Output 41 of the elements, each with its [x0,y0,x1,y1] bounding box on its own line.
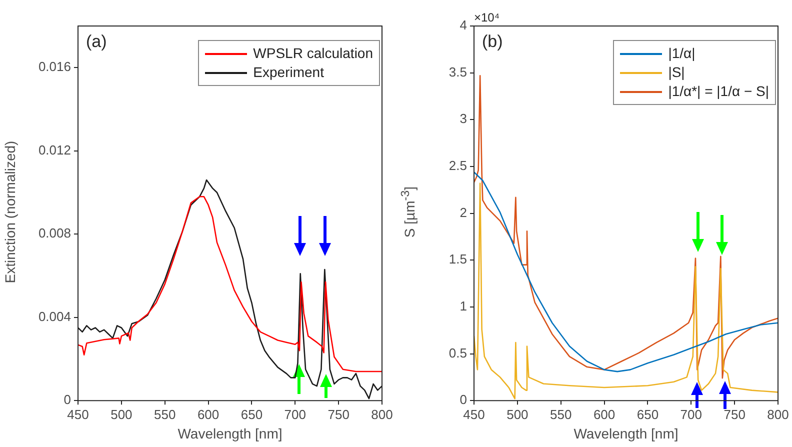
text: ×10⁴ [474,10,500,24]
annotation: (a) [86,32,107,52]
legend-label: Experiment [253,63,324,82]
legend-label: WPSLR calculation [253,44,373,63]
y-tick-label: 3 [460,111,467,126]
x-tick-label: 700 [680,406,702,422]
y-tick-label: 0 [460,392,467,408]
y-tick-label: 1.5 [448,252,467,267]
x-tick-label: 650 [240,406,263,422]
y-axis-title: Extinction (normalized) [2,140,18,284]
annotation: (b) [482,32,503,52]
y-tick-label: 0.004 [38,308,71,324]
x-tick-label: 800 [767,406,789,422]
x-tick-label: 650 [636,406,659,422]
x-tick-label: 600 [197,406,220,422]
x-tick-label: 550 [550,406,572,422]
x-tick-label: 450 [67,406,89,422]
x-tick-label: 450 [463,406,485,422]
y-tick-label: 2.5 [448,158,467,174]
y-tick-label: 0.016 [38,59,71,74]
y-tick-label: 3.5 [448,64,467,80]
y-tick-label: 0.5 [448,345,467,360]
x-tick-label: 500 [110,406,132,422]
x-tick-label: 500 [506,406,528,422]
x-tick-label: 550 [154,406,176,422]
legend-label: |1/α| [668,44,696,63]
x-axis-title: Wavelength [nm] [178,425,282,442]
y-tick-label: 0.008 [38,226,71,241]
legend-label: |1/α*| = |1/α − S| [668,82,769,101]
y-tick-label: 2 [460,204,467,220]
y-tick-label: 0.012 [38,142,71,158]
y-tick-label: 4 [460,18,467,33]
legend-label: |S| [668,63,685,82]
y-tick-label: 0 [64,392,71,408]
x-axis-title: Wavelength [nm] [574,425,678,442]
x-tick-label: 800 [371,406,393,422]
x-tick-label: 700 [284,406,306,422]
y-tick-label: 1 [460,298,467,314]
x-tick-label: 600 [593,406,616,422]
x-tick-label: 750 [328,406,350,422]
x-tick-label: 750 [724,406,746,422]
